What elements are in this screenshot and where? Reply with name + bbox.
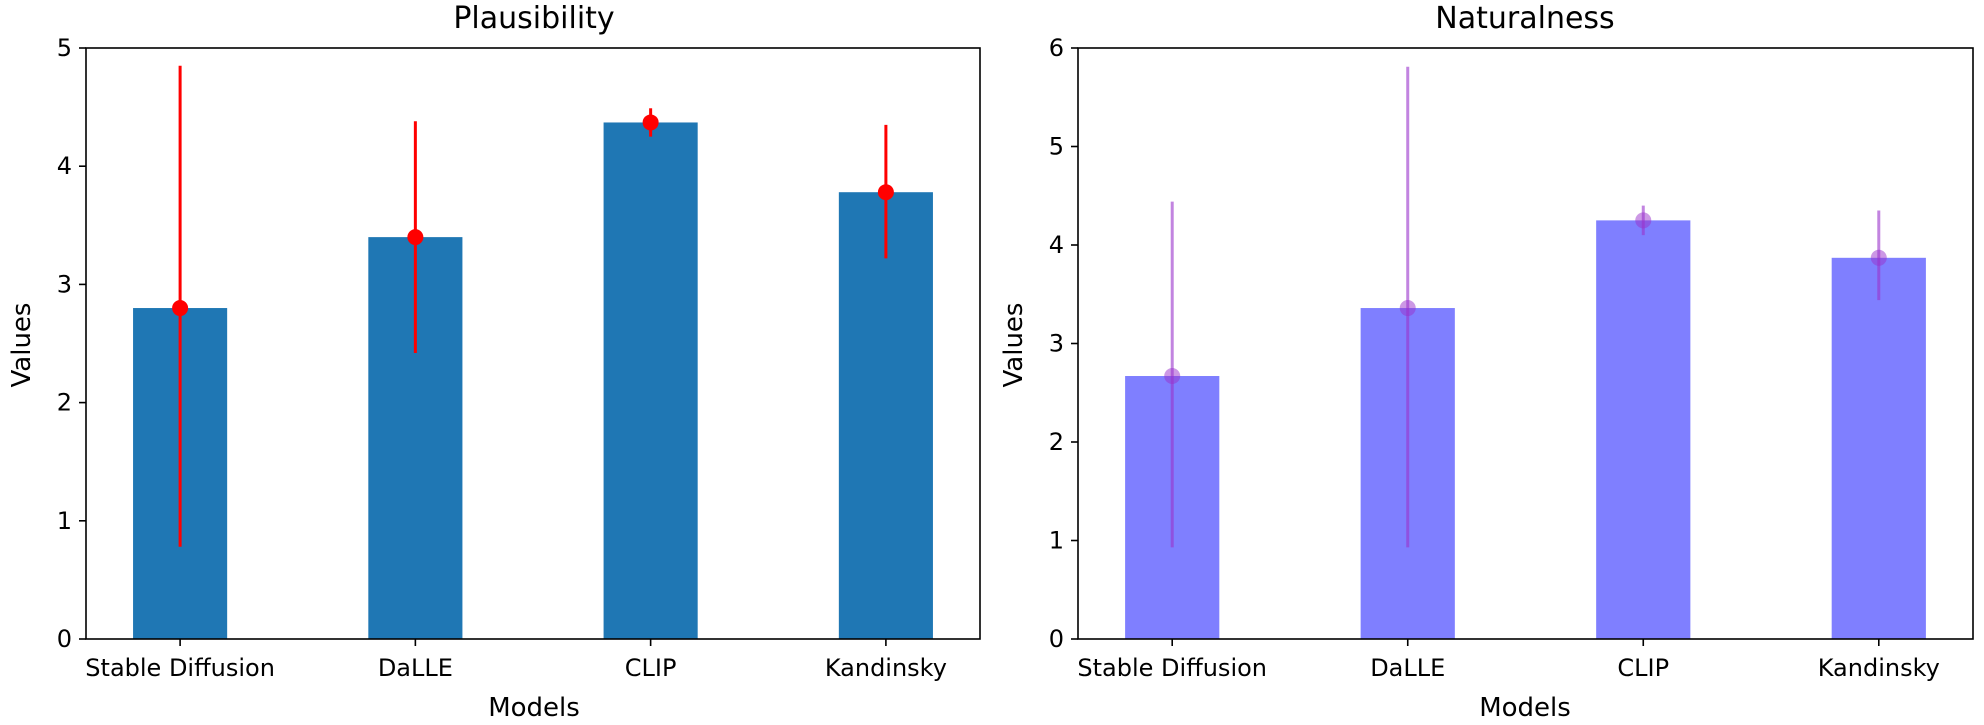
x-tick-label: Stable Diffusion <box>85 654 275 682</box>
mean-marker <box>407 229 424 246</box>
bar-kandinsky <box>1831 257 1926 639</box>
x-tick-label: Kandinsky <box>1818 654 1940 682</box>
y-tick-label: 5 <box>57 34 72 62</box>
x-axis-label: Models <box>488 693 580 723</box>
y-tick-label: 4 <box>1049 231 1064 259</box>
y-tick-label: 1 <box>57 507 72 535</box>
y-tick-label: 4 <box>57 152 72 180</box>
chart-title: Plausibility <box>453 1 614 36</box>
bar-clip <box>603 122 698 639</box>
plausibility-chart: Plausibility Models Values 0 1 2 3 4 5 Stable … <box>7 1 981 723</box>
mean-marker <box>1870 249 1887 266</box>
y-tick-label: 0 <box>57 625 72 653</box>
mean-marker <box>877 184 894 201</box>
mean-marker <box>642 114 659 131</box>
y-tick-label: 1 <box>1049 527 1064 555</box>
mean-marker <box>1164 368 1181 385</box>
x-tick-label: CLIP <box>625 654 677 682</box>
x-tick-label: Stable Diffusion <box>1077 654 1267 682</box>
mean-marker <box>1635 212 1652 229</box>
x-axis-label: Models <box>1479 693 1571 723</box>
naturalness-plot-area: 0 1 2 3 4 5 6 Stable Diffusion DaLLE CLIP Kandinsk… <box>1049 34 1974 682</box>
y-tick-label: 0 <box>1049 625 1064 653</box>
bar-clip <box>1596 220 1691 639</box>
mean-marker <box>1399 300 1416 317</box>
y-tick-label: 2 <box>57 389 72 417</box>
x-tick-label: DaLLE <box>378 654 453 682</box>
naturalness-chart: Naturalness Models Values 0 1 2 3 4 5 6 Stable … <box>999 1 1974 723</box>
bar-kandinsky <box>838 192 933 640</box>
y-tick-label: 3 <box>57 270 72 298</box>
y-axis-label: Values <box>7 303 37 388</box>
y-tick-label: 3 <box>1049 330 1064 358</box>
axes-frame <box>85 47 981 640</box>
plausibility-plot-area: 0 1 2 3 4 5 Stable Diffusion DaLLE CLIP Kandinsky <box>57 34 981 682</box>
mean-marker <box>172 300 189 317</box>
y-tick-label: 6 <box>1049 34 1064 62</box>
y-tick-label: 5 <box>1049 133 1064 161</box>
chart-title: Naturalness <box>1435 1 1614 36</box>
y-tick-label: 2 <box>1049 428 1064 456</box>
y-axis-label: Values <box>999 303 1029 388</box>
x-tick-label: CLIP <box>1617 654 1669 682</box>
x-tick-label: DaLLE <box>1370 654 1445 682</box>
x-tick-label: Kandinsky <box>825 654 947 682</box>
